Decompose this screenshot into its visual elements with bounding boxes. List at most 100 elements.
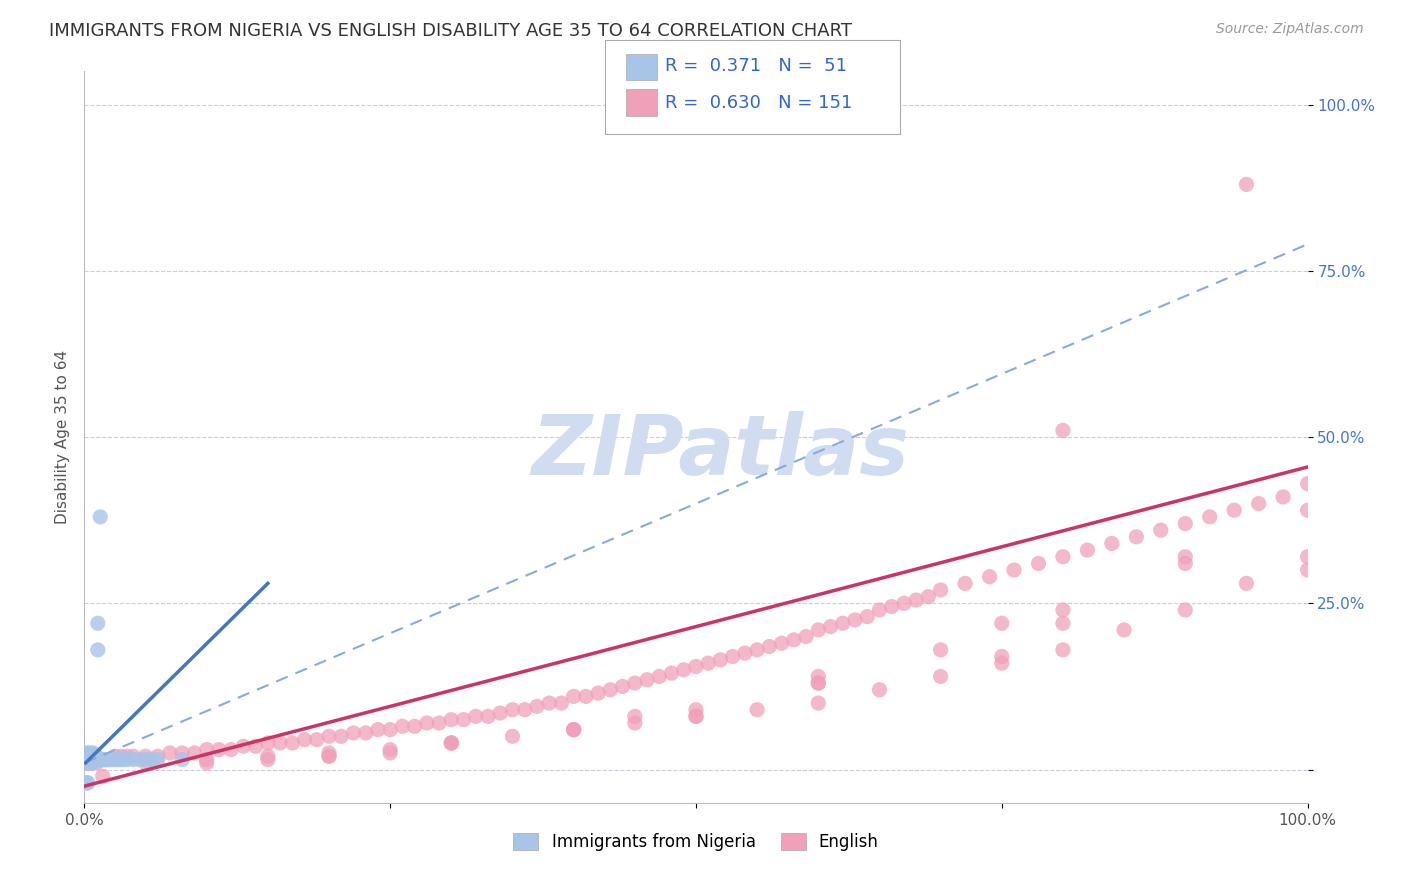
Point [79, 756, 101, 770]
Point [502, 703, 524, 717]
Point [84, 749, 107, 764]
Legend: Immigrants from Nigeria, English: Immigrants from Nigeria, English [506, 826, 886, 858]
Point [115, 753, 138, 767]
Text: R =  0.371   N =  51: R = 0.371 N = 51 [665, 57, 846, 75]
Point [135, 749, 157, 764]
Point [86, 753, 108, 767]
Point [440, 736, 463, 750]
Point [489, 706, 512, 720]
Point [104, 749, 127, 764]
Point [330, 729, 353, 743]
Point [1174, 557, 1197, 571]
Point [1076, 543, 1098, 558]
Point [685, 709, 707, 723]
Point [141, 753, 163, 767]
Point [93, 753, 115, 767]
Point [1174, 603, 1197, 617]
Point [391, 719, 413, 733]
Point [869, 682, 891, 697]
Point [624, 709, 647, 723]
Point [75, 753, 97, 767]
Point [90, 753, 112, 767]
Point [624, 716, 647, 731]
Point [1114, 623, 1136, 637]
Point [77, 776, 100, 790]
Point [562, 723, 585, 737]
Point [76, 776, 98, 790]
Point [550, 696, 572, 710]
Point [1236, 178, 1258, 192]
Point [844, 613, 866, 627]
Point [107, 753, 129, 767]
Point [453, 713, 475, 727]
Point [404, 719, 426, 733]
Text: Source: ZipAtlas.com: Source: ZipAtlas.com [1216, 22, 1364, 37]
Point [1296, 563, 1319, 577]
Point [89, 509, 111, 524]
Point [1174, 549, 1197, 564]
Point [1247, 497, 1270, 511]
Point [1296, 476, 1319, 491]
Point [526, 699, 548, 714]
Point [575, 690, 598, 704]
Point [917, 590, 939, 604]
Point [318, 749, 340, 764]
Point [367, 723, 389, 737]
Point [219, 742, 242, 756]
Point [76, 756, 98, 770]
Point [105, 753, 128, 767]
Point [893, 596, 915, 610]
Point [75, 776, 97, 790]
Point [648, 669, 671, 683]
Point [172, 746, 194, 760]
Point [697, 656, 720, 670]
Point [1101, 536, 1123, 550]
Point [807, 696, 830, 710]
Point [90, 753, 112, 767]
Point [905, 593, 928, 607]
Point [110, 753, 132, 767]
Point [513, 703, 536, 717]
Point [232, 739, 254, 754]
Point [195, 753, 218, 767]
Point [82, 756, 104, 770]
Point [427, 716, 450, 731]
Point [91, 769, 114, 783]
Point [794, 630, 817, 644]
Point [562, 723, 585, 737]
Point [257, 749, 280, 764]
Point [281, 736, 304, 750]
Point [685, 703, 707, 717]
Point [770, 636, 793, 650]
Point [89, 753, 111, 767]
Point [820, 619, 842, 633]
Point [1125, 530, 1147, 544]
Point [146, 753, 169, 767]
Point [747, 703, 769, 717]
Point [77, 749, 100, 764]
Point [599, 682, 621, 697]
Point [86, 753, 108, 767]
Point [79, 749, 101, 764]
Point [562, 690, 585, 704]
Point [76, 753, 98, 767]
Point [77, 756, 100, 770]
Point [112, 753, 135, 767]
Point [685, 709, 707, 723]
Point [979, 570, 1001, 584]
Point [96, 753, 118, 767]
Point [82, 750, 104, 764]
Point [82, 746, 104, 760]
Point [1272, 490, 1295, 504]
Y-axis label: Disability Age 35 to 64: Disability Age 35 to 64 [55, 350, 70, 524]
Point [80, 756, 103, 770]
Point [538, 696, 561, 710]
Point [672, 663, 695, 677]
Point [269, 736, 291, 750]
Point [76, 746, 98, 760]
Point [380, 742, 402, 756]
Point [721, 649, 744, 664]
Point [257, 736, 280, 750]
Point [440, 736, 463, 750]
Point [1052, 616, 1074, 631]
